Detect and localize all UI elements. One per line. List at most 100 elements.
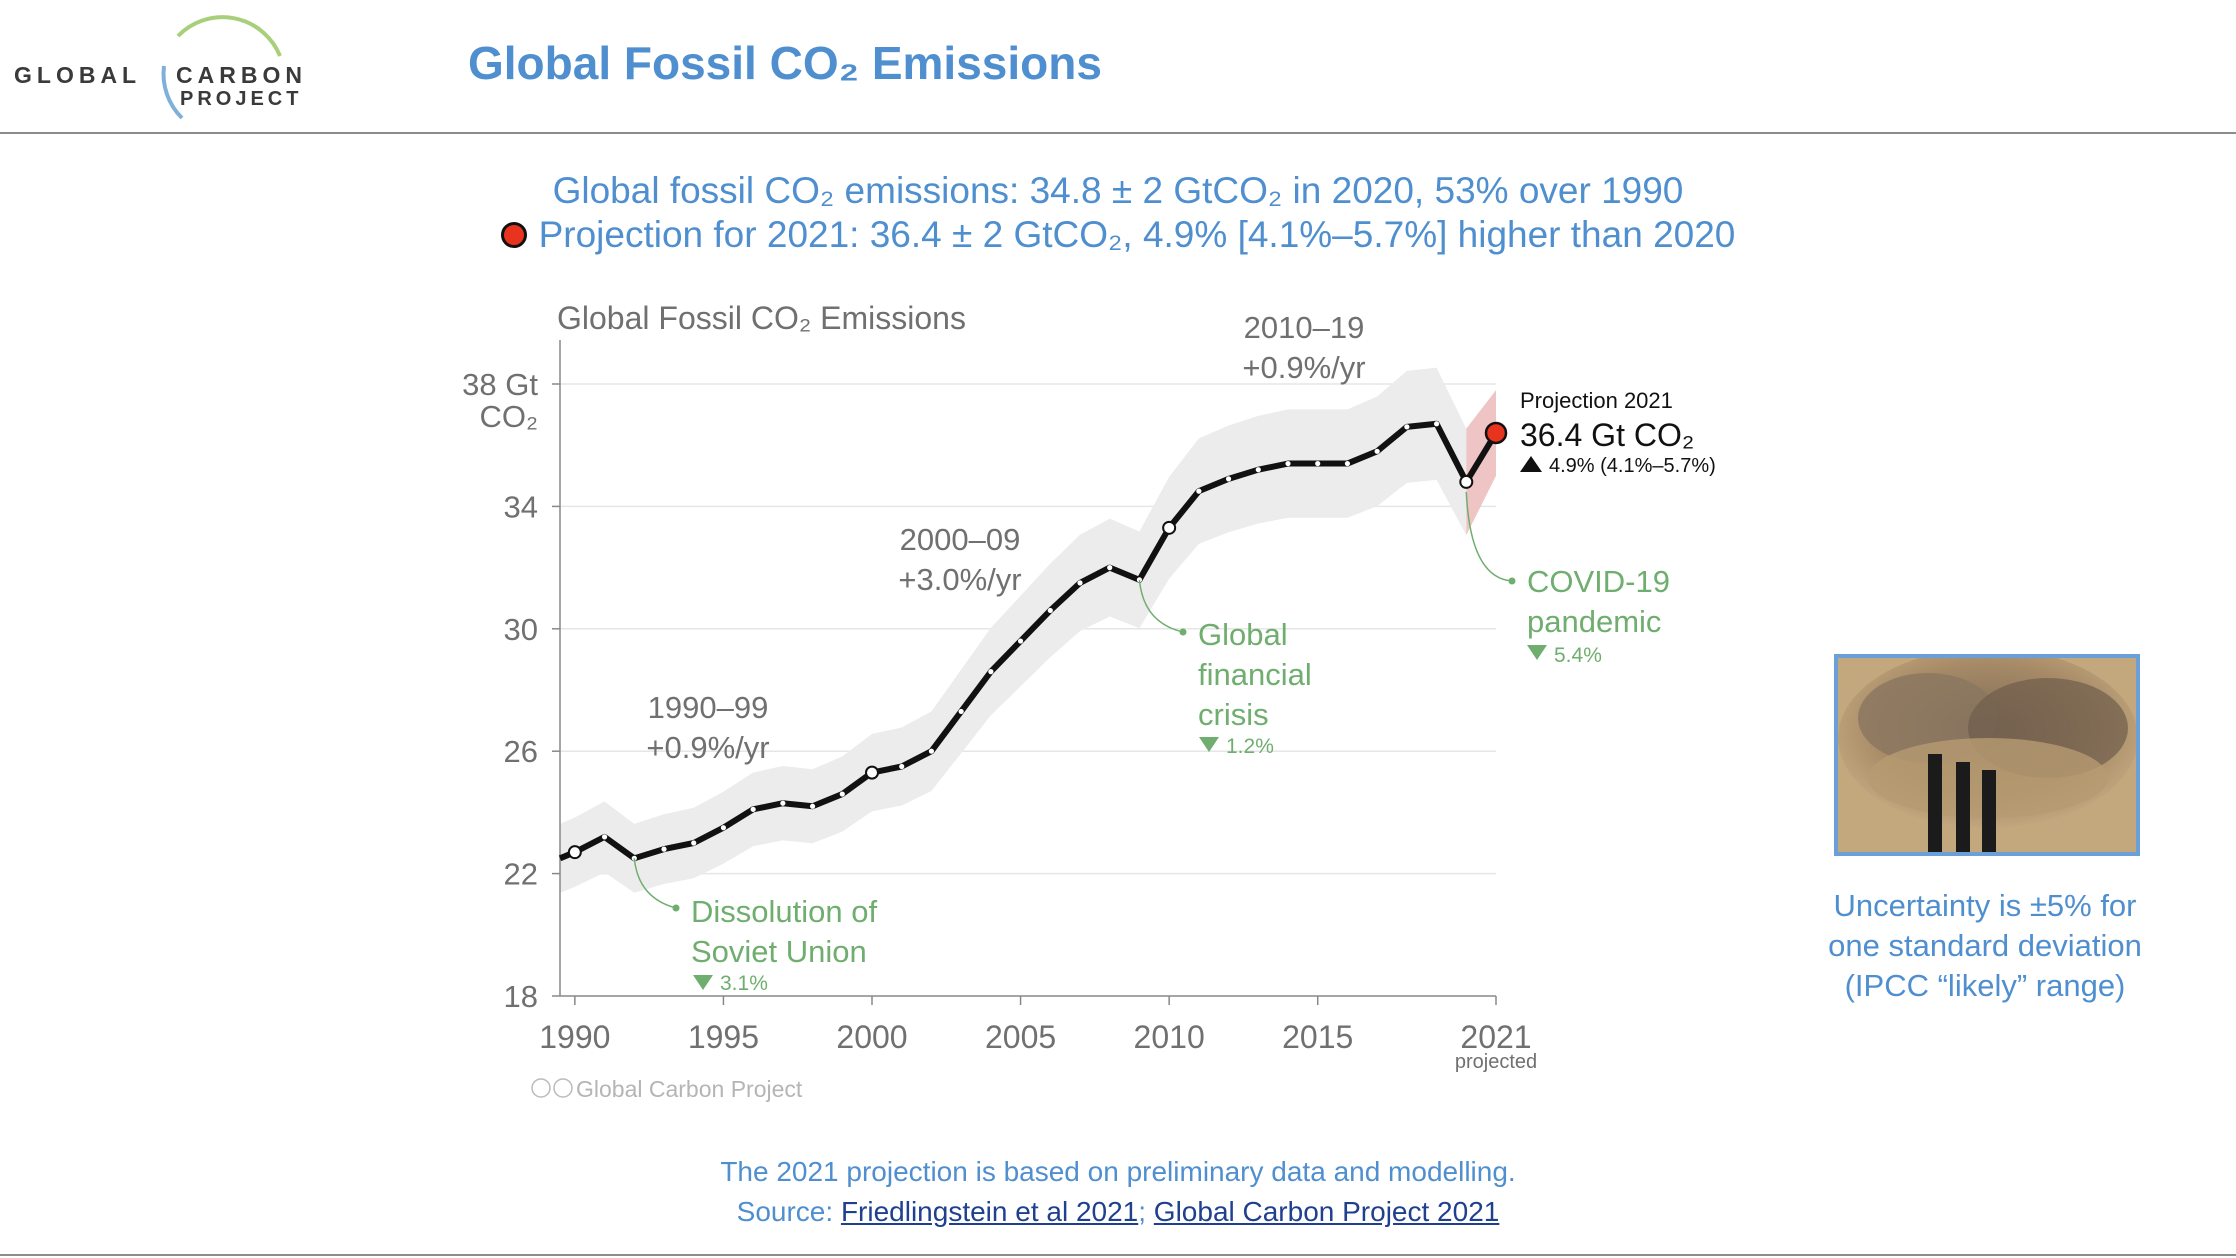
y-tick-label: 26 [504,734,538,769]
data-point [1225,476,1232,482]
data-point [780,800,786,806]
data-point [1344,460,1351,467]
data-point [958,708,964,715]
x-tick-label: 2000 [836,1019,907,1055]
covid-leader-dot [1508,577,1516,585]
data-point [691,840,697,846]
chart-credit: Global Carbon Project [576,1076,803,1102]
gfc-label-line: financial [1198,657,1312,692]
covid-leader [1465,491,1513,582]
data-point [1107,565,1113,571]
chart-title: Global Fossil CO₂ Emissions [557,300,966,336]
subtitle-projection-text: Projection for 2021: 36.4 ± 2 GtCO₂, 4.9… [538,214,1736,255]
subtitle-emissions-2020: Global fossil CO₂ emissions: 34.8 ± 2 Gt… [552,170,1684,211]
subtitle-projection-2021: Projection for 2021: 36.4 ± 2 GtCO₂, 4.9… [0,214,2236,256]
decade-marker [567,845,582,860]
data-point [1255,467,1261,473]
soviet-label-line: Soviet Union [691,934,867,969]
uncertainty-band [560,367,1467,893]
y-tick-label: 18 [504,979,538,1014]
slide-title: Global Fossil CO₂ Emissions [468,37,1102,89]
projection-label: Projection 2021 [1520,388,1673,413]
gfc-leader [1138,579,1184,633]
data-point [1374,448,1380,454]
gcp-2021-link[interactable]: Global Carbon Project 2021 [1153,1196,1500,1227]
projection-point [1484,421,1508,445]
footer-source: Source: Friedlingstein et al 2021; Globa… [0,1192,2236,1232]
uncertainty-note: Uncertainty is ±5% for one standard devi… [1770,886,2200,1006]
y-unit-label: CO₂ [479,399,538,434]
gfc-down-triangle-icon [1199,737,1219,752]
up-triangle-icon [1520,456,1542,472]
uncertainty-line-3: (IPCC “likely” range) [1844,968,2126,1003]
x-tick-label: 1995 [688,1019,759,1055]
covid-percent: 5.4% [1554,644,1602,667]
x-tick-sublabel-projected: projected [1455,1051,1537,1073]
x-tick-label: 2010 [1134,1019,1205,1055]
covid-label-line: pandemic [1527,604,1661,639]
data-point [1433,421,1440,427]
friedlingstein-link[interactable]: Friedlingstein et al 2021 [840,1196,1139,1227]
data-point [601,834,608,840]
uncertainty-line-2: one standard deviation [1828,928,2142,963]
soviet-leader-dot [672,904,680,912]
emissions-line [558,420,1469,862]
decade-1990-label-range: 1990–99 [648,690,769,725]
y-tick-label: 34 [504,489,538,524]
soviet-leader [633,858,677,909]
data-point [809,803,816,809]
data-point [1404,424,1410,430]
decade-2000-label-rate: +3.0%/yr [898,562,1021,597]
header: GLOBAL CARBON PROJECT Global Fossil CO₂ … [0,0,2236,134]
projection-value: 36.4 Gt CO₂ [1520,417,1694,453]
gfc-percent: 1.2% [1226,735,1274,758]
bottom-divider [0,1254,2236,1256]
smokestack-photo [1834,654,2140,856]
smokestack-image-icon [1838,658,2136,852]
soviet-down-triangle-icon [693,975,713,990]
uncertainty-line-1: Uncertainty is ±5% for [1833,888,2137,923]
by-license-icon [553,1078,573,1098]
decade-1990-label-rate: +0.9%/yr [646,730,769,765]
source-prefix: Source: [736,1196,841,1227]
decade-2010-label-rate: +0.9%/yr [1242,350,1365,385]
x-tick-label: 2005 [985,1019,1056,1055]
data-point [1017,638,1024,644]
decade-2000-label-range: 2000–09 [900,522,1021,557]
data-point [750,806,756,812]
y-tick-label: 30 [504,612,538,647]
source-separator: ; [1138,1196,1154,1227]
data-point [1196,488,1202,494]
projection-dot-icon [500,222,527,249]
decade-marker [1162,520,1177,535]
x-tick-label: 2015 [1282,1019,1353,1055]
data-point [928,748,935,754]
emissions-chart: Global Fossil CO₂ Emissions 18 22 26 30 34 38 … [462,300,1716,1102]
covid-label-line: COVID-19 [1527,564,1670,599]
logo-word-project: PROJECT [180,88,303,110]
soviet-label-line: Dissolution of [691,894,877,929]
global-carbon-project-logo: GLOBAL CARBON PROJECT [8,6,308,130]
data-point [661,846,667,852]
footer: The 2021 projection is based on prelimin… [0,1152,2236,1232]
cc-license-icon [531,1078,551,1098]
gfc-label-line: Global [1198,617,1288,652]
x-tick-label: 2021 [1460,1019,1531,1055]
data-point [839,791,845,797]
x-tick-label: 1990 [539,1019,610,1055]
y-top-label: 38 Gt [462,367,538,402]
y-tick-label: 22 [504,857,538,892]
projection-change: 4.9% (4.1%–5.7%) [1549,455,1716,477]
decade-marker [865,765,879,780]
soviet-percent: 3.1% [720,972,768,995]
data-point [899,763,905,770]
data-point [1315,460,1321,467]
data-point [1077,580,1083,586]
logo-word-global: GLOBAL [14,62,142,88]
data-point [1047,607,1053,614]
data-point [720,825,727,831]
data-point [988,669,994,675]
footer-note: The 2021 projection is based on prelimin… [720,1156,1516,1187]
gfc-leader-dot [1179,628,1187,636]
logo-arc-icon [161,15,282,120]
